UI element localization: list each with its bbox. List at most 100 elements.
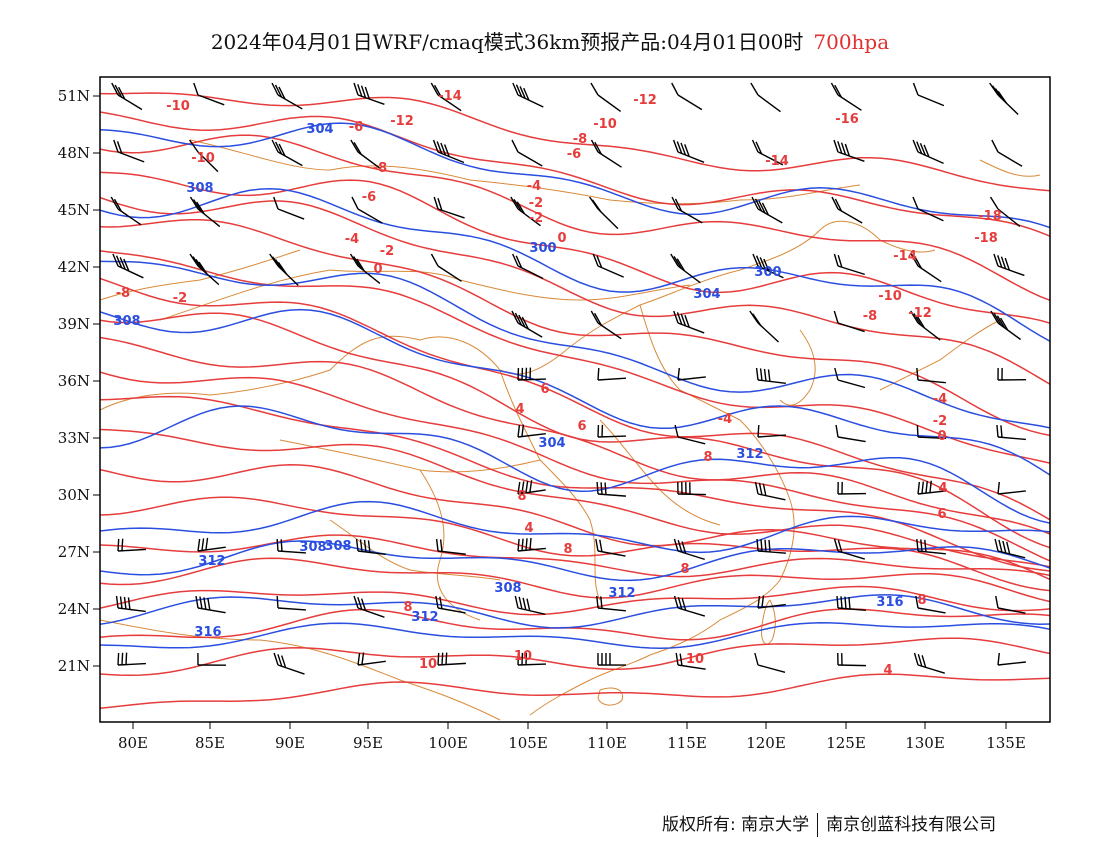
temperature-label: 8	[703, 450, 712, 465]
height-label: 308	[186, 181, 213, 196]
title-main: 2024年04月01日WRF/cmaq模式36km预报产品:04月01日00时	[210, 30, 804, 54]
wind-barb	[432, 139, 465, 164]
temperature-label: -4	[345, 232, 359, 247]
wind-barb	[351, 196, 383, 224]
temperature-isoline	[100, 196, 1050, 385]
temperature-label: -10	[593, 117, 617, 132]
temperature-label: -14	[765, 154, 789, 169]
lon-tick-label: 105E	[508, 734, 548, 752]
wind-barb	[590, 82, 622, 113]
wind-barb	[912, 139, 944, 165]
wind-barb	[837, 652, 867, 667]
japan-north	[979, 159, 1041, 177]
temperature-isoline	[100, 336, 1050, 535]
temperature-label: -8	[373, 161, 387, 176]
wind-barb	[589, 196, 619, 230]
wind-barb	[989, 82, 1019, 115]
lat-tick-label: 36N	[58, 372, 90, 390]
wind-barb	[755, 367, 786, 385]
wind-barb	[597, 367, 626, 381]
wind-barb	[195, 595, 226, 614]
wind-barb	[833, 538, 866, 560]
wind-barb	[673, 595, 706, 617]
wind-barb	[677, 367, 706, 381]
height-isoline	[100, 622, 1050, 649]
wind-barb	[197, 652, 227, 666]
wind-barb	[670, 253, 701, 284]
wind-barb	[837, 481, 867, 495]
temperature-label: 4	[883, 663, 892, 678]
wind-barb	[435, 538, 466, 555]
temperature-label: -6	[349, 120, 363, 135]
wind-barb	[590, 139, 622, 168]
temperature-label: 8	[563, 542, 572, 557]
hainan	[597, 687, 624, 706]
wind-barb	[590, 310, 622, 340]
wind-barb	[989, 196, 1021, 227]
temperature-label: -12	[633, 93, 657, 108]
height-label: 316	[876, 595, 903, 610]
wind-barb	[117, 652, 147, 666]
wind-barb	[435, 595, 466, 614]
wind-barb	[671, 82, 703, 111]
coast-east	[649, 419, 795, 656]
map-frame	[99, 76, 1051, 723]
korea-coast	[779, 329, 816, 406]
temperature-label: 8	[680, 562, 689, 577]
temperature-label: -4	[933, 392, 947, 407]
company-text: 南京创蓝科技有限公司	[826, 815, 997, 835]
height-isoline	[100, 540, 1050, 582]
wind-barb	[996, 424, 1026, 441]
temperature-label: -2	[933, 414, 947, 429]
wind-barb	[673, 310, 705, 334]
temperature-label: -8	[863, 309, 877, 324]
wind-barb	[111, 82, 143, 111]
wind-barb	[517, 424, 546, 438]
lat-tick-label: 39N	[58, 315, 90, 333]
temperature-isoline	[100, 608, 1050, 641]
chart-title: 2024年04月01日WRF/cmaq模式36km预报产品:04月01日00时 7…	[0, 26, 1100, 55]
temperature-label: -6	[567, 147, 581, 162]
temperature-label: 4	[938, 481, 947, 496]
temperature-label: -18	[974, 231, 998, 246]
taiwan	[761, 599, 776, 645]
lat-tick-label: 24N	[58, 600, 90, 618]
height-contours	[100, 122, 1050, 649]
lon-tick-label: 110E	[587, 734, 627, 752]
wind-barb	[991, 139, 1023, 167]
wind-barb	[752, 253, 784, 279]
wind-barb	[271, 82, 303, 110]
temperature-label: -4	[718, 412, 732, 427]
temperature-isoline	[100, 673, 1050, 709]
wind-barb	[193, 82, 225, 106]
lon-tick-label: 95E	[353, 734, 383, 752]
height-isoline	[100, 187, 1050, 342]
lat-tick-label: 42N	[58, 258, 90, 276]
height-label: 304	[693, 287, 720, 302]
temperature-label: 6	[540, 382, 549, 397]
height-isoline	[100, 594, 1050, 629]
wind-barb	[913, 652, 945, 674]
temperature-isoline	[100, 111, 1050, 237]
height-isoline	[100, 405, 1050, 524]
height-label: 316	[194, 625, 221, 640]
contour-labels: -10-10-14 -12-8-10-8-12 -16-14-6-6-8-4-2-2…	[113, 89, 1001, 678]
lon-tick-label: 135E	[986, 734, 1026, 752]
height-label: 300	[754, 265, 781, 280]
japan-coast	[879, 319, 1001, 391]
wind-barb	[912, 196, 944, 222]
wind-barb	[754, 481, 786, 501]
wind-barb	[514, 595, 546, 615]
province-line-7	[329, 519, 501, 581]
height-label: 308	[299, 540, 326, 555]
wind-barb	[276, 595, 306, 611]
temperature-label: 10	[686, 652, 704, 667]
lon-tick-label: 85E	[195, 734, 225, 752]
wind-barb	[751, 139, 784, 166]
temperature-label: -8	[116, 286, 130, 301]
wind-barb	[189, 139, 219, 173]
height-label: 308	[494, 581, 521, 596]
temperature-isoline	[100, 219, 1050, 437]
wind-barb	[912, 82, 945, 107]
temperature-label: 8	[917, 593, 926, 608]
